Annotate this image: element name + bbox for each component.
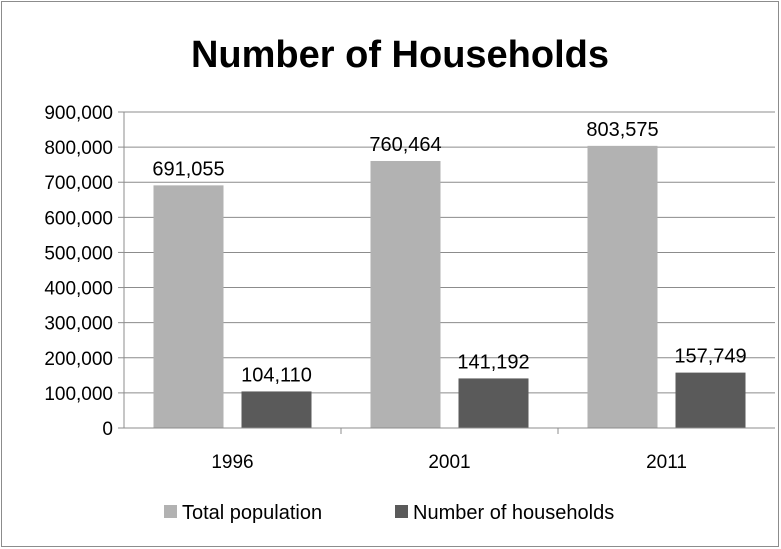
y-axis: 0 100,000 200,000 300,000 400,000 500,000 600,… xyxy=(44,103,125,440)
y-tick-label: 800,000 xyxy=(44,138,113,159)
x-tick-label: 1996 xyxy=(211,452,253,473)
y-tick-label: 600,000 xyxy=(44,208,113,229)
y-tick-label: 700,000 xyxy=(44,173,113,194)
legend-label: Total population xyxy=(182,502,322,524)
legend-swatch xyxy=(395,505,408,518)
data-label: 760,464 xyxy=(369,134,441,156)
bar xyxy=(241,391,312,428)
y-tick-label: 400,000 xyxy=(44,279,113,300)
chart-title: Number of Households xyxy=(191,34,609,76)
bar xyxy=(675,372,746,428)
y-tick-label: 900,000 xyxy=(44,103,113,124)
x-tick-label: 2001 xyxy=(428,452,470,473)
y-tick-label: 100,000 xyxy=(44,384,113,405)
bar xyxy=(587,145,658,428)
bar xyxy=(370,160,441,428)
y-tick-label: 500,000 xyxy=(44,243,113,264)
bars xyxy=(153,145,746,428)
bar xyxy=(458,378,529,428)
y-tick-label: 300,000 xyxy=(44,314,113,335)
legend: Total population Number of households xyxy=(164,502,614,524)
y-tick-label: 200,000 xyxy=(44,349,113,370)
x-axis: 1996 2001 2011 xyxy=(124,427,775,473)
data-label: 104,110 xyxy=(241,364,312,386)
legend-label: Number of households xyxy=(413,502,614,524)
data-labels: 691,055 104,110 760,464 141,192 803,575 157,7… xyxy=(152,119,746,387)
y-tick-label: 0 xyxy=(102,419,113,440)
bar xyxy=(153,185,224,428)
data-label: 803,575 xyxy=(586,119,658,141)
data-label: 157,749 xyxy=(674,346,746,368)
legend-swatch xyxy=(164,505,177,518)
data-label: 691,055 xyxy=(152,158,224,180)
data-label: 141,192 xyxy=(457,351,529,373)
x-tick-label: 2011 xyxy=(646,452,687,473)
